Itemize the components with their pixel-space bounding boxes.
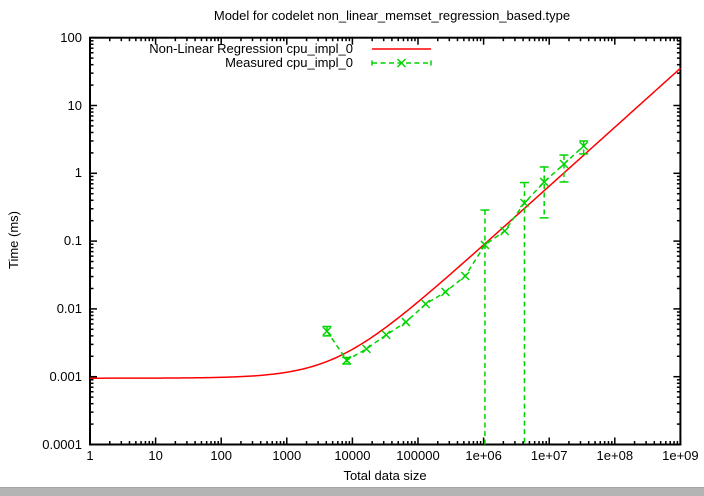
x-tick-label: 1 (86, 448, 94, 463)
measured-series (322, 140, 589, 445)
y-tick-label: 1 (74, 165, 82, 181)
x-tick-label: 10 (148, 448, 163, 463)
x-tick-label: 1e+07 (530, 448, 568, 463)
chart-title: Model for codelet non_linear_memset_regr… (213, 8, 571, 23)
horizontal-scrollbar-track[interactable] (0, 487, 704, 496)
y-tick-label: 0.1 (63, 233, 82, 249)
x-tick-label: 100 (210, 448, 233, 463)
y-tick-label: 0.01 (56, 300, 82, 316)
plot-frame (89, 36, 682, 446)
legend-label-regression: Non-Linear Regression cpu_impl_0 (149, 41, 353, 56)
x-tick-label: 100000 (396, 448, 440, 463)
y-tick-label: 10 (67, 97, 82, 113)
x-tick-label: 10000 (334, 448, 371, 463)
x-tick-label: 1e+06 (465, 448, 502, 463)
legend-samples (371, 48, 432, 68)
axis-ticks (89, 36, 682, 446)
legend-label-measured: Measured cpu_impl_0 (225, 55, 353, 70)
x-axis-label: Total data size (343, 468, 427, 483)
y-tick-label: 100 (60, 29, 82, 45)
x-tick-label: 1000 (272, 448, 302, 463)
regression-curve (90, 67, 681, 379)
measured-polyline (326, 145, 585, 362)
x-tick-label: 1e+09 (662, 448, 699, 463)
x-tick-label: 1e+08 (596, 448, 634, 463)
y-tick-label: 0.0001 (42, 436, 82, 452)
y-tick-label: 0.001 (49, 368, 82, 384)
